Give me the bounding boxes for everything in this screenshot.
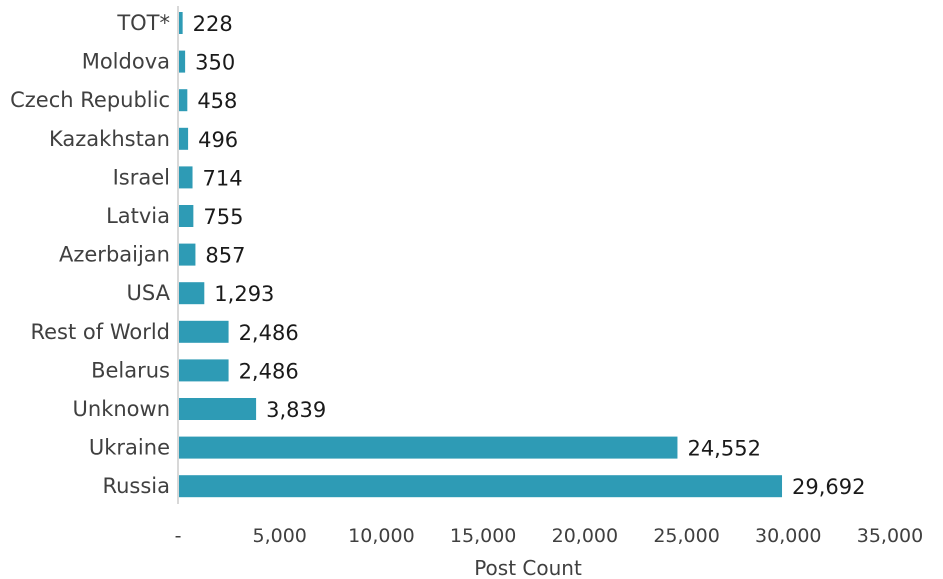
x-tick-label: 20,000 xyxy=(552,525,618,547)
value-label: 755 xyxy=(203,205,243,229)
bar-tot xyxy=(179,12,183,34)
category-label: USA xyxy=(127,281,171,305)
value-labels-group: 228 350 458 496 714 755 857 1,293 2,486 2,486 3,83… xyxy=(193,12,866,499)
value-label: 857 xyxy=(205,244,245,268)
x-axis-title: Post Count xyxy=(474,556,582,579)
category-label: Ukraine xyxy=(89,436,170,460)
x-tick-label: - xyxy=(175,525,182,547)
x-tick-labels-group: - 5,000 10,000 15,000 20,000 25,000 30,000 35,0… xyxy=(175,525,924,547)
category-label: Israel xyxy=(113,165,170,189)
bar-czech-republic xyxy=(179,89,188,112)
bar-ukraine xyxy=(179,436,678,459)
bar-usa xyxy=(179,282,205,305)
x-tick-label: 10,000 xyxy=(348,525,414,547)
category-label: Russia xyxy=(102,474,170,498)
bar-russia xyxy=(179,475,783,498)
bar-belarus xyxy=(179,359,229,382)
value-label: 496 xyxy=(198,128,238,152)
category-label: Kazakhstan xyxy=(49,127,170,151)
value-label: 1,293 xyxy=(214,282,274,306)
value-label: 2,486 xyxy=(239,321,299,345)
category-label: TOT* xyxy=(116,11,170,35)
bars-group xyxy=(179,12,783,498)
bar-latvia xyxy=(179,205,194,227)
category-label: Czech Republic xyxy=(10,88,170,112)
category-label: Rest of World xyxy=(30,320,170,344)
category-labels-group: TOT* Moldova Czech Republic Kazakhstan Israe… xyxy=(10,11,171,498)
bar-azerbaijan xyxy=(179,243,196,266)
bar-kazakhstan xyxy=(179,127,189,150)
x-tick-label: 35,000 xyxy=(857,525,923,547)
bar-rest-of-world xyxy=(179,320,229,343)
bar-unknown xyxy=(179,398,257,420)
value-label: 714 xyxy=(203,166,243,190)
x-tick-label: 5,000 xyxy=(253,525,307,547)
category-label: Moldova xyxy=(82,50,170,74)
value-label: 350 xyxy=(195,51,235,75)
value-label: 29,692 xyxy=(792,475,865,499)
category-label: Latvia xyxy=(106,204,170,228)
value-label: 458 xyxy=(197,89,237,113)
value-label: 2,486 xyxy=(239,359,299,383)
bar-israel xyxy=(179,166,193,189)
value-label: 3,839 xyxy=(266,398,326,422)
x-tick-label: 30,000 xyxy=(755,525,821,547)
category-label: Unknown xyxy=(73,397,170,421)
x-tick-label: 25,000 xyxy=(653,525,719,547)
value-label: 228 xyxy=(193,12,233,36)
category-label: Belarus xyxy=(91,358,170,382)
category-label: Azerbaijan xyxy=(59,243,170,267)
value-label: 24,552 xyxy=(687,437,760,461)
bar-moldova xyxy=(179,50,186,73)
x-tick-label: 15,000 xyxy=(450,525,516,547)
